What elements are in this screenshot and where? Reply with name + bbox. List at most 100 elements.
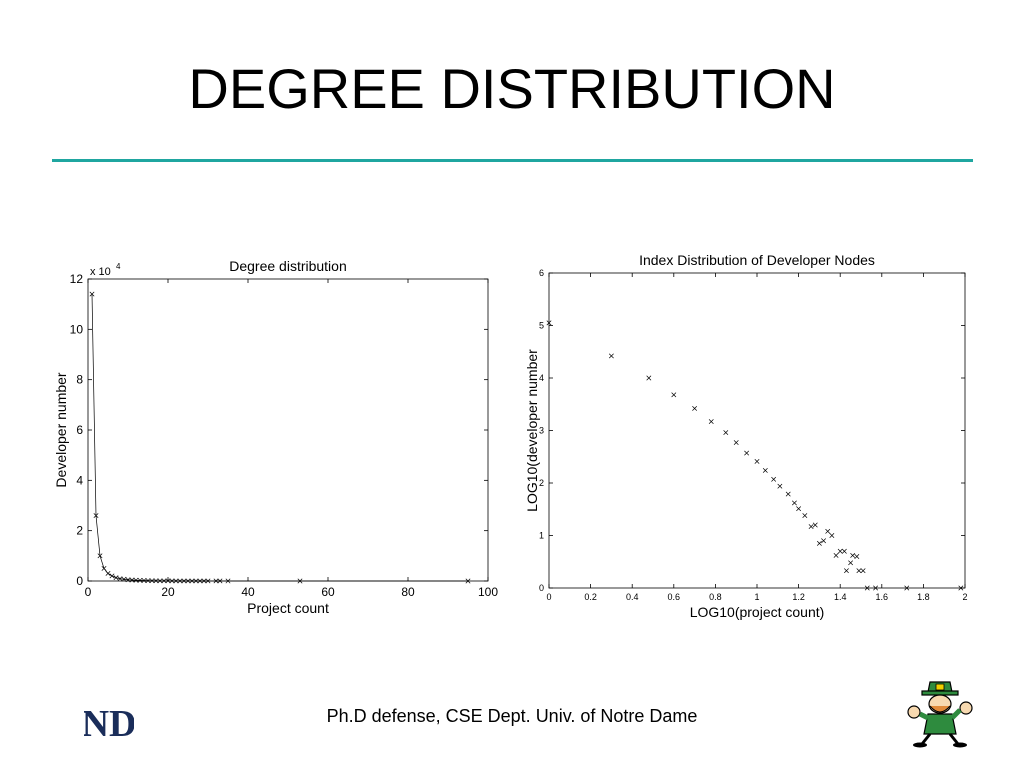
data-point-marker bbox=[181, 578, 187, 584]
data-point-marker bbox=[297, 578, 303, 584]
x-tick-label: 0.8 bbox=[709, 592, 722, 602]
data-point-marker bbox=[723, 430, 729, 436]
nd-monogram-text: ND bbox=[84, 703, 134, 744]
data-point-marker bbox=[145, 578, 151, 584]
data-point-marker bbox=[744, 450, 750, 456]
data-point-marker bbox=[864, 585, 870, 591]
x-tick-label: 100 bbox=[478, 585, 498, 599]
data-point-marker bbox=[829, 533, 835, 538]
data-point-marker bbox=[97, 553, 103, 559]
x-tick-label: 1.6 bbox=[876, 592, 889, 602]
x-tick-label: 1.8 bbox=[917, 592, 930, 602]
data-point-marker bbox=[137, 577, 143, 583]
y-tick-label: 4 bbox=[539, 373, 544, 383]
x-tick-label: 0.2 bbox=[584, 592, 597, 602]
data-point-marker bbox=[105, 571, 111, 576]
y-tick-label: 3 bbox=[539, 426, 544, 436]
data-point-marker bbox=[692, 406, 698, 411]
x-axis-label: LOG10(project count) bbox=[690, 604, 825, 620]
y-tick-label: 0 bbox=[539, 583, 544, 593]
data-point-marker bbox=[225, 578, 231, 584]
data-point-marker bbox=[837, 548, 843, 554]
data-point-marker bbox=[808, 524, 814, 530]
data-point-marker bbox=[177, 578, 183, 584]
x-tick-label: 0 bbox=[546, 592, 551, 602]
data-point-marker bbox=[796, 506, 802, 512]
data-point-marker bbox=[165, 578, 171, 584]
data-point-marker bbox=[169, 578, 175, 584]
leprechaun-mascot-icon bbox=[900, 678, 980, 748]
y-multiplier-exponent: 4 bbox=[116, 262, 121, 271]
data-point-marker bbox=[708, 419, 714, 425]
y-tick-label: 6 bbox=[76, 423, 83, 437]
x-tick-label: 0.4 bbox=[626, 592, 639, 602]
y-tick-label: 8 bbox=[76, 373, 83, 387]
y-tick-label: 10 bbox=[70, 322, 84, 336]
data-point-marker bbox=[133, 577, 139, 583]
data-point-marker bbox=[149, 578, 155, 584]
y-tick-label: 2 bbox=[76, 524, 83, 538]
x-tick-label: 60 bbox=[321, 585, 335, 599]
x-tick-label: 1.4 bbox=[834, 592, 847, 602]
x-tick-label: 20 bbox=[161, 585, 175, 599]
index-distribution-chart: Index Distribution of Developer Nodes 0 0.… bbox=[518, 245, 978, 625]
data-point-marker bbox=[201, 578, 207, 584]
data-point-marker bbox=[217, 578, 223, 584]
x-tick-label: 2 bbox=[962, 592, 967, 602]
data-point-marker bbox=[671, 392, 677, 398]
data-point-marker bbox=[185, 578, 191, 584]
plot-frame bbox=[87, 278, 489, 582]
data-point-marker bbox=[802, 513, 808, 518]
data-point-marker bbox=[958, 585, 964, 591]
data-point-marker bbox=[205, 578, 211, 584]
y-axis-label: LOG10(developer number bbox=[524, 349, 540, 512]
slide-footer: Ph.D defense, CSE Dept. Univ. of Notre D… bbox=[326, 706, 698, 726]
data-point-marker bbox=[771, 476, 777, 482]
y-tick-label: 0 bbox=[76, 574, 83, 588]
title-divider bbox=[52, 159, 973, 162]
data-point-marker bbox=[109, 573, 115, 579]
data-point-marker bbox=[125, 577, 131, 583]
data-point-marker bbox=[173, 578, 179, 584]
data-point-marker bbox=[816, 540, 822, 546]
data-point-marker bbox=[117, 576, 123, 582]
data-point-marker bbox=[854, 554, 860, 559]
data-point-marker bbox=[825, 528, 831, 534]
index-distribution-svg: Index Distribution of Developer Nodes 0 0.… bbox=[524, 252, 968, 620]
data-point-marker bbox=[465, 578, 471, 584]
y-tick-label: 1 bbox=[539, 531, 544, 541]
x-tick-label: 80 bbox=[401, 585, 415, 599]
chart-title: Index Distribution of Developer Nodes bbox=[639, 252, 875, 268]
data-point-marker bbox=[93, 513, 99, 519]
y-multiplier-label: x 10 bbox=[90, 266, 111, 278]
data-point-marker bbox=[153, 578, 159, 584]
y-tick-label: 5 bbox=[539, 321, 544, 331]
x-tick-label: 1.2 bbox=[792, 592, 805, 602]
data-point-marker bbox=[129, 577, 135, 583]
data-point-marker bbox=[850, 553, 856, 558]
data-point-marker bbox=[860, 568, 866, 574]
data-point-marker bbox=[904, 585, 910, 591]
data-point-marker bbox=[197, 578, 203, 584]
chart-title: Degree distribution bbox=[229, 258, 347, 274]
y-axis-label: Developer number bbox=[53, 372, 69, 488]
data-point-marker bbox=[213, 578, 219, 584]
x-tick-label: 1 bbox=[754, 592, 759, 602]
x-axis-label: Project count bbox=[247, 600, 329, 616]
data-point-marker bbox=[856, 568, 862, 574]
nd-monogram-icon: ND bbox=[82, 696, 137, 745]
y-tick-label: 6 bbox=[539, 268, 544, 278]
data-point-marker bbox=[193, 578, 199, 584]
data-point-marker bbox=[841, 548, 847, 554]
y-tick-label: 2 bbox=[539, 478, 544, 488]
data-point-marker bbox=[161, 578, 167, 584]
series-line bbox=[91, 294, 468, 582]
data-point-marker bbox=[189, 578, 195, 584]
data-point-marker bbox=[833, 553, 839, 558]
data-point-marker bbox=[733, 440, 739, 446]
data-point-marker bbox=[546, 320, 552, 326]
data-point-marker bbox=[785, 491, 791, 497]
degree-distribution-chart: Degree distribution 0 20 40 60 80 100 0 2 4 6 8 10 12… bbox=[40, 245, 510, 625]
data-point-marker bbox=[848, 560, 854, 566]
data-point-marker bbox=[141, 578, 147, 583]
